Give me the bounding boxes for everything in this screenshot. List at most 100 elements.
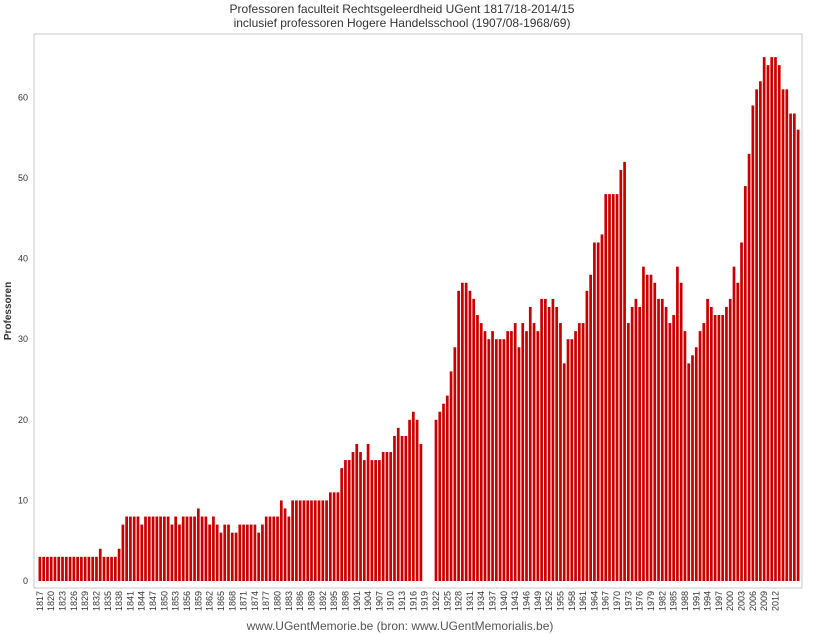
bar-1912: [396, 427, 400, 581]
x-tick-label: 1967: [601, 591, 611, 611]
x-tick-label: 1820: [46, 591, 56, 611]
bar-1831: [91, 556, 95, 581]
x-tick-label: 1847: [148, 591, 158, 611]
bar-1886: [298, 500, 302, 581]
bar-1968: [608, 194, 611, 581]
y-axis-label: Professoren: [3, 282, 14, 340]
x-tick-label: 1865: [216, 591, 226, 611]
bar-1892: [321, 500, 325, 581]
bar-1876: [261, 524, 264, 581]
bar-1948: [532, 323, 536, 581]
bar-1845: [144, 516, 147, 581]
bar-1849: [159, 516, 162, 581]
bar-1901: [355, 443, 359, 581]
bar-1970: [615, 194, 619, 581]
bar-1843: [136, 516, 140, 581]
bar-1819: [46, 556, 49, 581]
x-tick-label: 1985: [669, 591, 679, 611]
bar-2013: [777, 65, 781, 581]
bar-1866: [223, 524, 227, 581]
bar-1962: [585, 290, 589, 581]
bar-1927: [453, 347, 457, 581]
bar-1943: [513, 323, 517, 581]
x-tick-label: 1901: [352, 591, 362, 611]
bar-1950: [540, 298, 543, 581]
bar-1940: [502, 339, 506, 581]
x-tick-label: 1871: [239, 591, 249, 611]
x-tick-label: 2012: [770, 591, 780, 611]
bar-1854: [178, 524, 181, 581]
bar-1911: [393, 435, 396, 581]
bar-1909: [385, 452, 389, 581]
bar-1999: [725, 306, 728, 581]
bar-1930: [464, 282, 468, 581]
x-tick-label: 1919: [420, 591, 430, 611]
x-tick-label: 1991: [691, 591, 701, 611]
bar-1996: [713, 315, 717, 581]
bar-1829: [83, 556, 87, 581]
y-tick-label: 60: [18, 92, 28, 102]
bar-1995: [709, 306, 713, 581]
bar-1897: [340, 468, 344, 581]
bar-1858: [193, 516, 196, 581]
x-tick-label: 1997: [714, 591, 724, 611]
bar-1959: [574, 331, 577, 581]
bar-1932: [472, 298, 476, 581]
x-tick-label: 1946: [522, 591, 532, 611]
bar-1990: [691, 355, 694, 581]
bar-1977: [642, 266, 645, 581]
x-tick-label: 1856: [182, 591, 192, 611]
y-tick-label: 50: [18, 173, 28, 183]
bar-1871: [242, 524, 245, 581]
bar-2009: [762, 57, 766, 582]
bar-2018: [796, 129, 800, 581]
bar-2006: [751, 105, 755, 582]
bar-1997: [717, 315, 721, 581]
bar-1821: [53, 556, 57, 581]
bar-1817: [38, 556, 42, 581]
bar-1963: [589, 274, 592, 581]
bar-1983: [664, 306, 668, 581]
bar-2015: [785, 89, 789, 581]
bar-1879: [272, 516, 276, 581]
bar-1869: [234, 532, 238, 581]
bar-2011: [770, 57, 774, 582]
x-tick-label: 1859: [193, 591, 203, 611]
x-tick-label: 1994: [703, 591, 713, 611]
bar-1889: [310, 500, 313, 581]
bar-1875: [257, 532, 261, 581]
x-tick-label: 1874: [250, 591, 260, 611]
bar-1922: [434, 419, 438, 581]
bar-1987: [679, 282, 683, 581]
y-tick-label: 10: [18, 495, 28, 505]
bar-1906: [374, 460, 377, 581]
bar-1947: [528, 306, 532, 581]
bar-1937: [491, 331, 494, 581]
bar-1891: [317, 500, 321, 581]
chart-title: Professoren faculteit Rechtsgeleerdheid …: [230, 2, 575, 16]
bar-1823: [61, 556, 64, 581]
bar-1924: [442, 403, 445, 581]
bar-1863: [212, 516, 215, 581]
bar-1905: [370, 460, 374, 581]
bar-1860: [200, 516, 204, 581]
x-tick-label: 1838: [114, 591, 124, 611]
bar-1946: [525, 331, 528, 581]
bar-1949: [536, 331, 540, 581]
bar-1976: [638, 306, 642, 581]
bar-1818: [42, 556, 46, 581]
bar-1979: [649, 274, 653, 581]
bar-1893: [325, 500, 328, 581]
bar-1951: [544, 298, 547, 581]
bar-1975: [634, 298, 638, 581]
x-tick-label: 1826: [69, 591, 79, 611]
bar-1926: [449, 371, 453, 581]
bar-1958: [570, 339, 574, 581]
bar-1916: [411, 411, 415, 581]
bar-1928: [457, 290, 460, 581]
x-axis: 1817 1820 1823 1826 1829 1832 1835 1838 1841 1844…: [35, 591, 781, 611]
bar-1840: [125, 516, 129, 581]
x-tick-label: 1883: [284, 591, 294, 611]
bar-1883: [287, 516, 291, 581]
